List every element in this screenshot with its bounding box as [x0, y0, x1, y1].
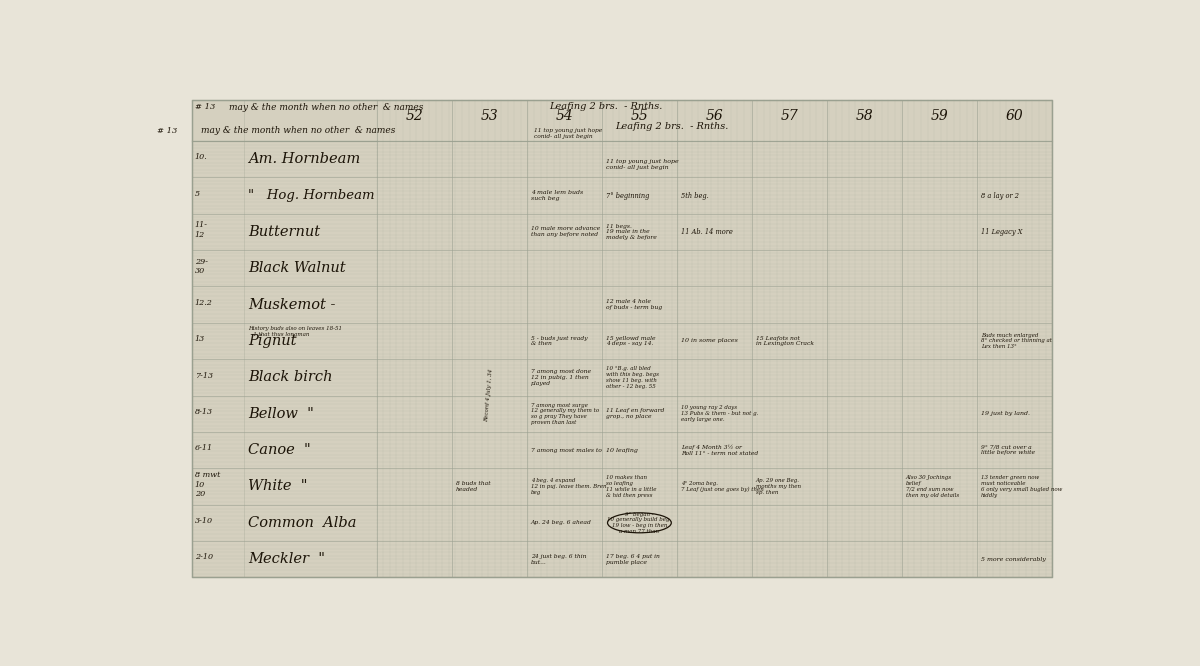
Text: Leafing 2 brs.  - Rnths.: Leafing 2 brs. - Rnths.	[550, 102, 662, 111]
Text: History buds also on leaves 18-51
   1 that thus longman: History buds also on leaves 18-51 1 that…	[248, 326, 342, 337]
Text: 7° beginning: 7° beginning	[606, 192, 649, 200]
Text: "   Hog. Hornbeam: " Hog. Hornbeam	[248, 189, 374, 202]
Text: 4 beg. 4 expand
12 in puj. leave them. Bren
beg: 4 beg. 4 expand 12 in puj. leave them. B…	[530, 478, 606, 495]
Text: Record 4 July 1, 34: Record 4 July 1, 34	[485, 369, 494, 422]
Text: White  ": White "	[248, 480, 307, 494]
Text: Butternut: Butternut	[248, 225, 320, 239]
Text: 55: 55	[630, 109, 648, 123]
Text: Leafing 2 brs.  - Rnths.: Leafing 2 brs. - Rnths.	[616, 123, 728, 131]
Text: 15 yellowd male
4 deps - say 14.: 15 yellowd male 4 deps - say 14.	[606, 336, 655, 346]
Text: 11-
12: 11- 12	[194, 222, 208, 238]
Text: 53: 53	[480, 109, 498, 123]
Text: 56: 56	[706, 109, 724, 123]
Text: 10 male more advance
than any before noted: 10 male more advance than any before not…	[530, 226, 600, 237]
Text: 4 male lem buds
such beg: 4 male lem buds such beg	[530, 190, 583, 201]
Text: 54: 54	[556, 109, 574, 123]
Text: Common  Alba: Common Alba	[248, 515, 356, 530]
Text: 59: 59	[931, 109, 948, 123]
Text: 7 among most males to: 7 among most males to	[530, 448, 601, 453]
Text: 29-
30: 29- 30	[194, 258, 208, 275]
Text: 11 Ab. 14 more: 11 Ab. 14 more	[680, 228, 732, 236]
Text: 10.: 10.	[194, 153, 208, 161]
Text: 7 among most done
12 in pubig. 1 then
played: 7 among most done 12 in pubig. 1 then pl…	[530, 369, 590, 386]
Text: 5 - buds just ready
& then: 5 - buds just ready & then	[530, 336, 587, 346]
Text: 11 top young just hope
conid- all just begin: 11 top young just hope conid- all just b…	[534, 128, 602, 139]
Text: 57: 57	[781, 109, 798, 123]
Text: 5th beg.: 5th beg.	[680, 192, 708, 200]
Text: 10 in some places: 10 in some places	[680, 338, 738, 344]
Text: 3-10: 3-10	[194, 517, 212, 525]
Text: 2-10: 2-10	[194, 553, 212, 561]
Text: 7 among most surge
12 generally my them to
so g pray They have
proven than last: 7 among most surge 12 generally my them …	[530, 402, 599, 425]
Text: Also 30 Jochings
belief
7/2 end sum now
then my old details: Also 30 Jochings belief 7/2 end sum now …	[906, 476, 959, 498]
Text: 60: 60	[1006, 109, 1024, 123]
Text: Muskemot -: Muskemot -	[248, 298, 336, 312]
Text: 15 Leafots not
in Lexington Crack: 15 Leafots not in Lexington Crack	[756, 336, 814, 346]
Text: 58: 58	[856, 109, 874, 123]
Text: # 13: # 13	[156, 127, 176, 135]
Text: 7-13: 7-13	[194, 372, 212, 380]
Text: 17 beg. 6 4 put in
pumble place: 17 beg. 6 4 put in pumble place	[606, 553, 660, 565]
Text: 8-13: 8-13	[194, 408, 212, 416]
Text: 19 just by land.: 19 just by land.	[980, 411, 1030, 416]
Text: 6-11: 6-11	[194, 444, 212, 452]
Text: 11 Leaf en forward
grop., no place: 11 Leaf en forward grop., no place	[606, 408, 664, 419]
Text: 10 young ray 2 days
13 Pubs & them - but not g.
early large one.: 10 young ray 2 days 13 Pubs & them - but…	[680, 406, 758, 422]
Text: Canoe  ": Canoe "	[248, 443, 311, 457]
Text: # 13: # 13	[194, 103, 215, 111]
Text: 8 mwt
10
20: 8 mwt 10 20	[194, 472, 220, 498]
Text: 5: 5	[194, 190, 199, 198]
Text: Black birch: Black birch	[248, 370, 332, 384]
Text: Pignut: Pignut	[248, 334, 296, 348]
Text: 12 male 4 hole
of buds - term bug: 12 male 4 hole of buds - term bug	[606, 299, 662, 310]
Text: may & the month when no other  & names: may & the month when no other & names	[202, 127, 396, 135]
Text: 5 more considerably: 5 more considerably	[980, 557, 1045, 561]
Text: 10 °B.g. all bled
with this beg. begs
show 11 beg. with
other - 12 beg. 55: 10 °B.g. all bled with this beg. begs sh…	[606, 366, 659, 388]
Text: 9° began -
10 generally build beg.
19 low - beg in then
a man 77 than: 9° began - 10 generally build beg. 19 lo…	[607, 511, 672, 534]
Text: may & the month when no other  & names: may & the month when no other & names	[229, 103, 424, 112]
Text: 10 leafing: 10 leafing	[606, 448, 637, 453]
Text: Black Walnut: Black Walnut	[248, 261, 346, 275]
Text: 8 a lay or 2: 8 a lay or 2	[980, 192, 1019, 200]
Text: Leaf 4 Month 3½ or
Roll 11° - term not stated: Leaf 4 Month 3½ or Roll 11° - term not s…	[680, 444, 758, 456]
Text: 12.2: 12.2	[194, 299, 212, 307]
Text: 4° 2oma beg.
7 Leaf (just one goes by) then: 4° 2oma beg. 7 Leaf (just one goes by) t…	[680, 481, 763, 492]
Text: Ap. 24 beg. 6 ahead: Ap. 24 beg. 6 ahead	[530, 520, 592, 525]
Text: Meckler  ": Meckler "	[248, 552, 325, 566]
Text: 11 Legacy X: 11 Legacy X	[980, 228, 1022, 236]
Text: Buds much enlarged
8° checked or thinning at
Lex then 13°: Buds much enlarged 8° checked or thinnin…	[980, 333, 1051, 349]
Text: 10 makes than
so leafing
11 while in a little
& hid then press: 10 makes than so leafing 11 while in a l…	[606, 476, 656, 498]
Text: 52: 52	[406, 109, 424, 123]
Text: Bellow  ": Bellow "	[248, 407, 314, 421]
Text: Am. Hornbeam: Am. Hornbeam	[248, 152, 360, 166]
Text: 11 begs.
19 male in the
modely & before: 11 begs. 19 male in the modely & before	[606, 224, 656, 240]
Text: 24 just beg. 6 thin
but...: 24 just beg. 6 thin but...	[530, 553, 586, 565]
Text: 13: 13	[194, 335, 205, 343]
Text: 11 top young just hope
conid- all just begin: 11 top young just hope conid- all just b…	[606, 159, 678, 170]
Text: Ap. 29 one Beg.
months my then
sp. then: Ap. 29 one Beg. months my then sp. then	[756, 478, 800, 495]
Text: 8 buds that
headed: 8 buds that headed	[456, 481, 490, 492]
Text: 13 tender green now
must noticeable
6 only very small bugled now
hiddly: 13 tender green now must noticeable 6 on…	[980, 476, 1062, 498]
Text: 9° 7/8 cut over a
little before white: 9° 7/8 cut over a little before white	[980, 445, 1034, 456]
